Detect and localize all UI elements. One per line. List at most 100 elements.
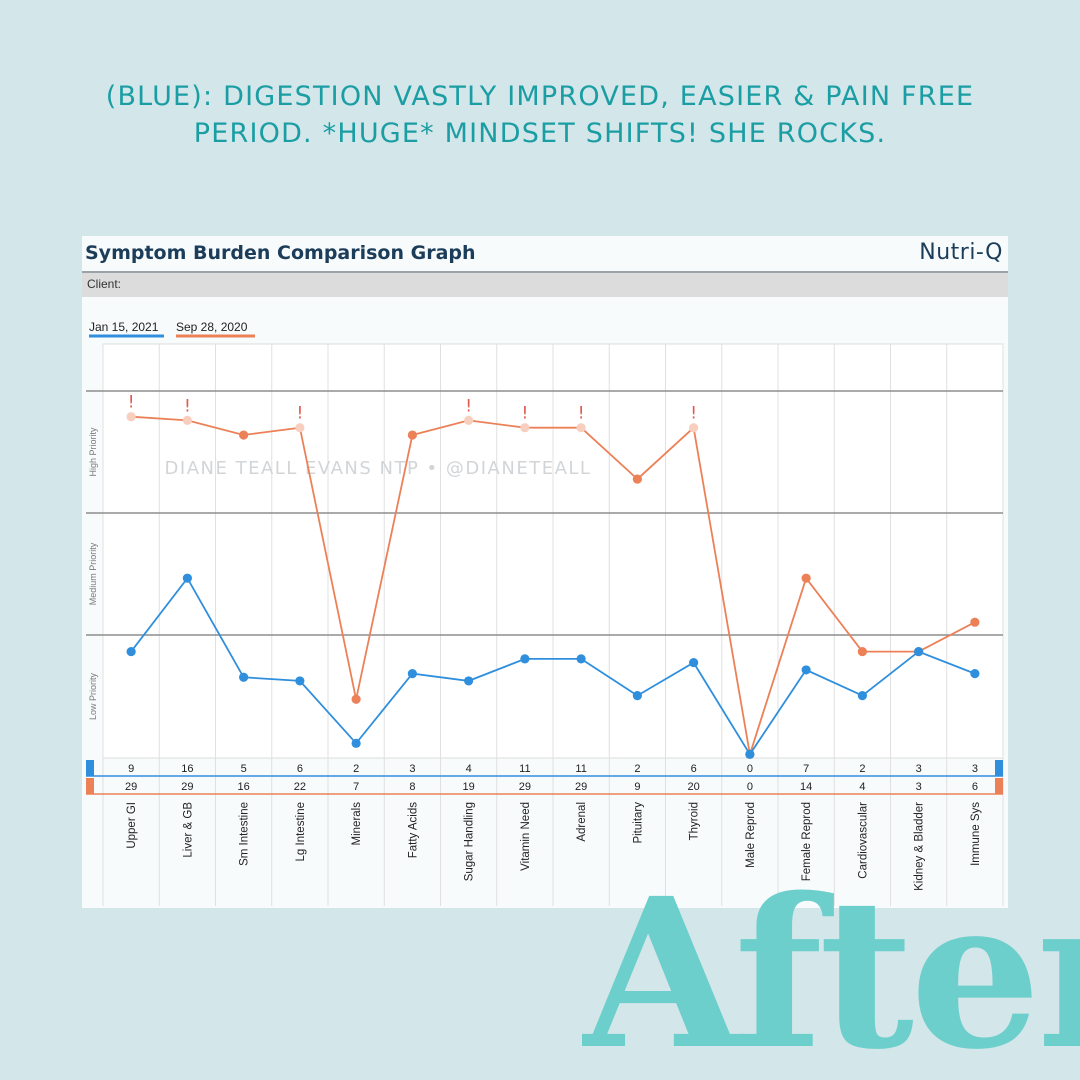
data-point-jan-2021 bbox=[182, 573, 192, 583]
category-label: Sugar Handling bbox=[464, 802, 476, 881]
after-word: After bbox=[582, 868, 1080, 1080]
client-bar: Client: bbox=[82, 273, 1008, 297]
value-label-jan-2021: 3 bbox=[916, 763, 922, 775]
value-label-sep-2020: 4 bbox=[859, 781, 865, 793]
exceeds-alert-mark: ! bbox=[690, 404, 697, 424]
value-label-jan-2021: 6 bbox=[297, 763, 303, 775]
value-label-jan-2021: 3 bbox=[409, 763, 415, 775]
value-label-sep-2020: 8 bbox=[409, 781, 415, 793]
value-label-jan-2021: 2 bbox=[634, 763, 640, 775]
value-label-sep-2020: 29 bbox=[575, 781, 587, 793]
category-label: Adrenal bbox=[576, 802, 588, 842]
data-point-sep-2020 bbox=[520, 423, 530, 433]
headline-line-2: period. *Huge* mindset shifts! She rocks… bbox=[193, 118, 887, 149]
value-label-jan-2021: 7 bbox=[803, 763, 809, 775]
value-row-marker-jan-2021 bbox=[995, 760, 1003, 776]
data-point-jan-2021 bbox=[407, 668, 417, 679]
data-point-jan-2021 bbox=[295, 676, 305, 686]
category-label: Vitamin Need bbox=[520, 802, 532, 871]
value-label-sep-2020: 29 bbox=[181, 781, 193, 793]
data-point-jan-2021 bbox=[632, 691, 642, 701]
series-line-jan-2021 bbox=[130, 576, 976, 756]
exceeds-alert-mark: ! bbox=[128, 393, 135, 413]
value-label-sep-2020: 0 bbox=[747, 781, 753, 793]
value-label-jan-2021: 9 bbox=[128, 763, 134, 775]
value-label-jan-2021: 11 bbox=[575, 763, 586, 775]
data-point-jan-2021 bbox=[857, 691, 867, 701]
value-label-sep-2020: 19 bbox=[463, 781, 475, 793]
exceeds-alert-mark: ! bbox=[578, 404, 585, 424]
watermark: DIANE TEALL EVANS NTP • @DIANETEALL bbox=[165, 458, 592, 479]
data-point-sep-2020 bbox=[857, 646, 867, 657]
exceeds-alert-mark: ! bbox=[465, 396, 472, 416]
data-point-jan-2021 bbox=[576, 654, 586, 664]
value-label-jan-2021: 2 bbox=[859, 763, 865, 775]
value-label-sep-2020: 16 bbox=[238, 781, 250, 793]
data-point-sep-2020 bbox=[632, 474, 642, 484]
data-point-jan-2021 bbox=[801, 665, 811, 675]
headline-line-1: (Blue): Digestion vastly improved, easie… bbox=[105, 81, 975, 112]
category-label: Minerals bbox=[351, 802, 363, 846]
value-label-sep-2020: 9 bbox=[634, 781, 640, 793]
value-label-sep-2020: 7 bbox=[353, 781, 359, 793]
category-label: Male Reprod bbox=[745, 802, 757, 868]
value-label-jan-2021: 5 bbox=[241, 763, 247, 775]
value-label-sep-2020: 14 bbox=[800, 781, 812, 793]
data-point-jan-2021 bbox=[464, 676, 474, 686]
priority-band-label: Medium Priority bbox=[88, 542, 98, 605]
exceeds-alert-mark: ! bbox=[296, 404, 303, 424]
value-label-sep-2020: 3 bbox=[916, 781, 922, 793]
value-label-jan-2021: 6 bbox=[691, 763, 697, 775]
card-title: Symptom Burden Comparison Graph bbox=[85, 242, 476, 264]
category-label: Thyroid bbox=[689, 802, 701, 840]
value-label-sep-2020: 29 bbox=[125, 781, 137, 793]
category-label: Upper GI bbox=[126, 802, 138, 849]
value-label-jan-2021: 11 bbox=[519, 763, 530, 775]
data-point-sep-2020 bbox=[464, 415, 474, 425]
data-point-sep-2020 bbox=[801, 573, 811, 583]
data-point-sep-2020 bbox=[576, 423, 586, 433]
category-label: Liver & GB bbox=[182, 802, 194, 858]
category-label: Sm Intestine bbox=[239, 802, 251, 866]
value-label-jan-2021: 2 bbox=[353, 763, 359, 775]
priority-band-label: Low Priority bbox=[88, 672, 98, 720]
data-point-sep-2020 bbox=[351, 694, 361, 704]
data-point-sep-2020 bbox=[689, 423, 699, 433]
data-point-sep-2020 bbox=[295, 423, 305, 433]
data-point-jan-2021 bbox=[239, 672, 249, 682]
data-point-sep-2020 bbox=[182, 415, 192, 425]
value-label-jan-2021: 0 bbox=[747, 763, 753, 775]
category-label: Female Reprod bbox=[801, 802, 813, 881]
data-point-jan-2021 bbox=[689, 657, 699, 668]
value-label-jan-2021: 16 bbox=[181, 763, 193, 775]
data-point-sep-2020 bbox=[126, 412, 136, 422]
category-label: Cardiovascular bbox=[857, 802, 869, 879]
headline-caption: (Blue): Digestion vastly improved, easie… bbox=[0, 78, 1080, 152]
value-label-sep-2020: 29 bbox=[519, 781, 531, 793]
symptom-burden-chart: Low Priority Medium Priority High Priority… bbox=[86, 320, 1004, 906]
legend-label-jan-2021: Jan 15, 2021 bbox=[89, 320, 159, 334]
category-label: Pituitary bbox=[632, 802, 644, 844]
value-label-sep-2020: 6 bbox=[972, 781, 978, 793]
data-point-sep-2020 bbox=[239, 430, 249, 440]
value-label-jan-2021: 3 bbox=[972, 763, 978, 775]
symptom-graph-card: Symptom Burden Comparison Graph Nutri-Q … bbox=[82, 236, 1008, 908]
data-point-jan-2021 bbox=[126, 646, 136, 657]
data-point-jan-2021 bbox=[914, 646, 924, 657]
title-divider bbox=[82, 271, 1008, 273]
category-label: Immune Sys bbox=[970, 802, 982, 866]
value-label-jan-2021: 4 bbox=[466, 763, 472, 775]
value-label-sep-2020: 20 bbox=[688, 781, 700, 793]
exceeds-alert-mark: ! bbox=[521, 404, 528, 424]
value-label-sep-2020: 22 bbox=[294, 781, 306, 793]
series-line-sep-2020 bbox=[131, 415, 976, 755]
client-label: Client: bbox=[87, 277, 122, 291]
data-point-sep-2020 bbox=[407, 430, 417, 440]
value-row-marker-jan-2021 bbox=[86, 760, 94, 776]
brand-logo: Nutri-Q bbox=[919, 240, 1003, 265]
data-point-jan-2021 bbox=[351, 738, 361, 748]
category-label: Lg Intestine bbox=[295, 802, 307, 861]
priority-band-label: High Priority bbox=[88, 427, 98, 477]
data-point-jan-2021 bbox=[520, 654, 530, 664]
data-point-sep-2020 bbox=[970, 617, 980, 627]
